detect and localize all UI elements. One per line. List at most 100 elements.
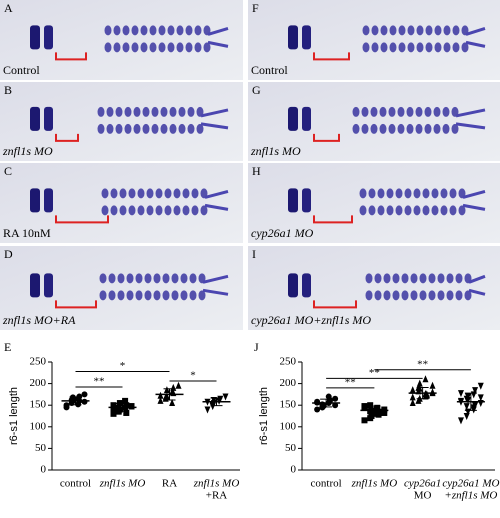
stripe (202, 274, 229, 284)
somite (434, 42, 442, 53)
somite (142, 123, 150, 134)
panel-caption: cyp26a1 MO (251, 226, 314, 240)
somite (180, 273, 188, 284)
data-point (465, 397, 472, 405)
somite (176, 42, 184, 53)
somite (440, 205, 448, 216)
image-panel (0, 163, 243, 243)
panel-caption: znfl1s MO (2, 144, 53, 158)
somite (194, 42, 202, 53)
panel-letter: C (4, 164, 12, 178)
somite (144, 273, 152, 284)
y-tick-label: 100 (30, 420, 47, 432)
somite (99, 290, 107, 301)
stripe (465, 26, 486, 36)
somite (362, 42, 370, 53)
data-point (470, 391, 477, 399)
data-point (375, 408, 382, 415)
data-point (222, 393, 229, 401)
stripe (204, 189, 229, 199)
y-tick-label: 0 (291, 464, 297, 476)
somite (185, 25, 193, 36)
rhombomere (44, 273, 53, 298)
somite (404, 205, 412, 216)
rhombomere (44, 25, 53, 50)
data-point (409, 386, 416, 394)
somite (131, 25, 139, 36)
y-tick-label: 150 (30, 399, 47, 411)
y-tick-label: 100 (280, 420, 297, 432)
somite (97, 106, 105, 117)
data-point (110, 402, 117, 409)
somite (437, 273, 445, 284)
rhombomere (302, 188, 311, 213)
somite (365, 290, 373, 301)
data-point (367, 402, 374, 409)
image-panel (0, 246, 243, 330)
somite (397, 123, 405, 134)
somite (437, 290, 445, 301)
somite (203, 42, 211, 53)
y-axis-label: r6-s1 length (8, 387, 20, 445)
data-point (169, 399, 176, 407)
somite (413, 205, 421, 216)
data-point (204, 406, 211, 414)
x-tick-label: +RA (206, 490, 228, 502)
somite (149, 25, 157, 36)
bracket (313, 133, 340, 142)
somite (171, 273, 179, 284)
stripe (455, 122, 486, 130)
somite (365, 273, 373, 284)
somite (455, 273, 463, 284)
somite (140, 25, 148, 36)
somite (117, 290, 125, 301)
data-point (314, 406, 321, 413)
data-point (477, 394, 484, 402)
data-point (423, 390, 430, 398)
somite (173, 188, 181, 199)
panel-letter: F (252, 1, 259, 15)
somite (449, 205, 457, 216)
somite (407, 42, 415, 53)
data-point (123, 409, 130, 416)
rhombomere (302, 106, 311, 131)
somite (151, 106, 159, 117)
image-panel (0, 0, 243, 80)
stripe (455, 108, 486, 118)
somite (374, 290, 382, 301)
x-tick-label: znfl1s MO (193, 478, 240, 490)
somite (169, 123, 177, 134)
somite (101, 188, 109, 199)
panel-letter: B (4, 83, 12, 97)
somite (352, 106, 360, 117)
somite (361, 123, 369, 134)
somite (113, 25, 121, 36)
somite (388, 123, 396, 134)
somite (371, 42, 379, 53)
data-point (110, 410, 117, 417)
data-point (210, 397, 217, 405)
somite (108, 273, 116, 284)
somite (398, 42, 406, 53)
somite (182, 205, 190, 216)
significance-label: ** (417, 358, 428, 370)
data-point (361, 403, 368, 410)
somite (458, 205, 466, 216)
somite (115, 123, 123, 134)
somite (113, 42, 121, 53)
data-point (472, 387, 479, 395)
panel-caption: Control (3, 63, 40, 77)
somite (397, 106, 405, 117)
somite (137, 188, 145, 199)
stripe (207, 26, 229, 36)
y-axis-label: r6-s1 length (258, 387, 270, 445)
somite (178, 106, 186, 117)
data-point (361, 417, 368, 424)
data-point (123, 402, 130, 409)
x-tick-label: MO (414, 490, 432, 502)
data-point (81, 398, 88, 405)
data-point (429, 381, 436, 389)
somite (446, 290, 454, 301)
bracket (313, 52, 350, 61)
